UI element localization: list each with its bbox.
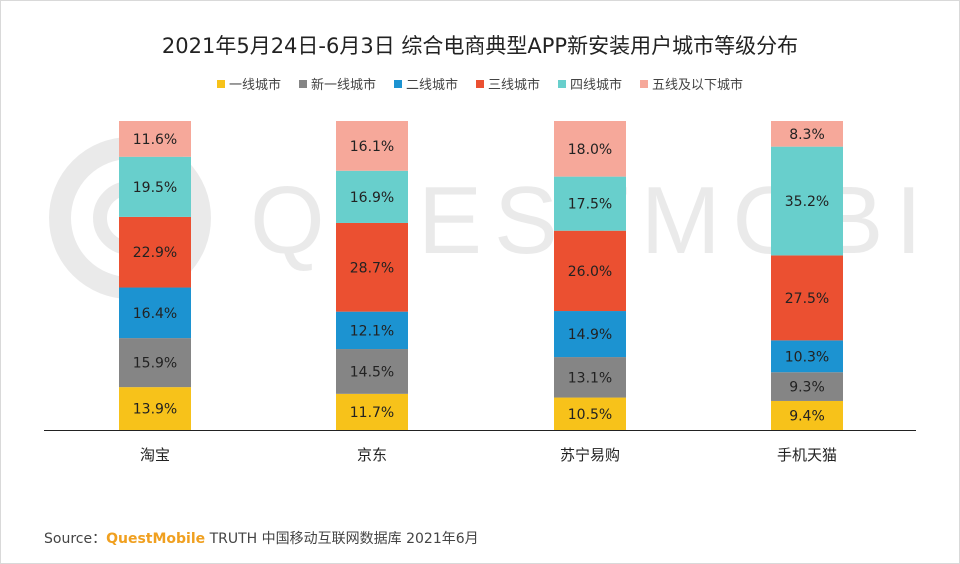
- bar-segment: [119, 338, 191, 388]
- bar-segment: [771, 340, 843, 373]
- legend-swatch: [298, 79, 307, 88]
- data-label: 17.5%: [568, 197, 612, 213]
- bar-segment: [336, 121, 408, 171]
- bar-segment: [119, 387, 191, 430]
- legend-item: 新一线城市: [298, 74, 376, 93]
- bar-segment: [554, 176, 626, 231]
- data-label: 35.2%: [785, 194, 829, 210]
- category-label: 手机天猫: [777, 446, 837, 464]
- bar-segment: [119, 216, 191, 288]
- data-label: 11.6%: [133, 132, 177, 148]
- category-label: 苏宁易购: [560, 446, 620, 464]
- data-label: 16.4%: [133, 306, 177, 322]
- bar-segment: [771, 146, 843, 256]
- data-label: 19.5%: [133, 180, 177, 196]
- bar-segment: [771, 255, 843, 341]
- legend-label: 四线城市: [570, 78, 623, 93]
- data-label: 10.3%: [785, 349, 829, 365]
- legend-swatch: [476, 79, 484, 88]
- data-label: 9.3%: [789, 380, 825, 396]
- category-label: 淘宝: [140, 446, 170, 464]
- bar-segment: [336, 393, 408, 430]
- bar-segment: [771, 400, 843, 430]
- data-label: 12.1%: [350, 323, 394, 339]
- source-prefix: Source：: [44, 531, 107, 547]
- data-label: 18.0%: [568, 142, 612, 158]
- legend-item: 四线城市: [558, 74, 622, 93]
- data-label: 11.7%: [350, 405, 394, 421]
- bar-segment: [336, 349, 408, 394]
- legend-item: 一线城市: [216, 74, 281, 93]
- chart-title: 2021年5月24日-6月3日 综合电商典型APP新安装用户城市等级分布: [161, 34, 799, 58]
- data-label: 8.3%: [789, 127, 825, 143]
- bar-segment: [771, 372, 843, 401]
- legend-swatch: [558, 79, 567, 88]
- legend-label: 三线城市: [488, 78, 541, 93]
- bar-segment: [554, 121, 626, 177]
- bar-segment: [336, 222, 408, 312]
- bar-segment: [119, 156, 191, 217]
- legend-label: 五线及以下城市: [652, 78, 744, 93]
- legend-label: 二线城市: [405, 78, 458, 93]
- bar-segment: [119, 121, 191, 157]
- bar-segment: [554, 397, 626, 430]
- data-label: 28.7%: [350, 260, 394, 276]
- data-label: 10.5%: [568, 407, 612, 423]
- legend-item: 三线城市: [476, 74, 540, 93]
- bar-segment: [554, 230, 626, 312]
- bar-segment: [554, 311, 626, 358]
- data-label: 16.9%: [350, 190, 394, 206]
- legend-item: 五线及以下城市: [640, 74, 743, 93]
- bar-segment: [119, 287, 191, 339]
- source-rest: TRUTH 中国移动互联网数据库 2021年6月: [205, 531, 479, 547]
- source-brand: QuestMobile: [106, 531, 206, 547]
- legend: 一线城市 新一线城市 二线城市 三线城市 四线城市 五线及以下城市: [0, 74, 960, 93]
- bar-segment: [771, 121, 843, 147]
- bar-segment: [336, 170, 408, 223]
- legend-label: 一线城市: [228, 78, 281, 93]
- data-label: 13.1%: [568, 370, 612, 386]
- data-label: 16.1%: [350, 139, 394, 155]
- legend-label: 新一线城市: [310, 78, 376, 93]
- data-label: 22.9%: [133, 245, 177, 261]
- bar-segment: [336, 311, 408, 350]
- category-label: 京东: [357, 446, 387, 464]
- legend-swatch: [216, 79, 225, 88]
- legend-item: 二线城市: [393, 74, 458, 93]
- source-note: Source：QuestMobile TRUTH 中国移动互联网数据库 2021…: [44, 528, 479, 548]
- data-label: 26.0%: [568, 264, 612, 280]
- data-label: 14.5%: [350, 364, 394, 380]
- data-label: 9.4%: [789, 408, 825, 424]
- data-label: 14.9%: [568, 327, 612, 343]
- bar-segment: [554, 357, 626, 398]
- legend-swatch: [393, 79, 402, 88]
- data-label: 13.9%: [133, 402, 177, 418]
- legend-swatch: [640, 79, 649, 88]
- data-label: 27.5%: [785, 291, 829, 307]
- data-label: 15.9%: [133, 356, 177, 372]
